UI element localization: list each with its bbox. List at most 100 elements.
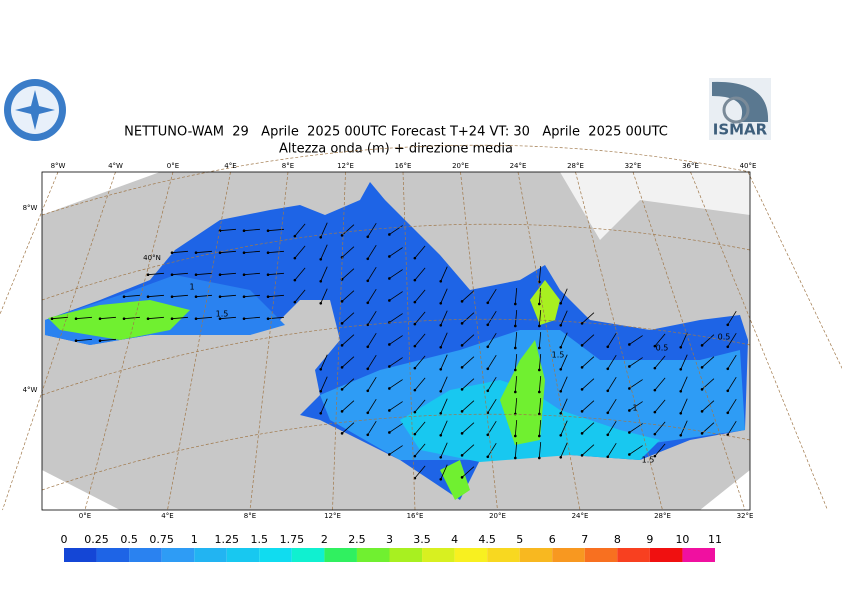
arrow-head [606,455,610,459]
arrow [389,357,403,367]
arrow [320,266,328,282]
lon-label-bottom: 12°E [324,512,341,520]
colorbar-box [682,548,715,562]
arrow-head [726,411,730,415]
arrow [581,422,595,434]
arrow-head [460,476,464,479]
arrow [341,334,355,346]
colorbar-box [324,548,357,562]
arrow [367,399,377,413]
arrow-head [679,390,683,393]
arrow [629,357,643,367]
arrow [440,354,448,370]
arrow-head [486,455,490,459]
arrow-head [388,255,391,258]
arrow-head [340,300,344,303]
arrow [629,445,643,455]
arrow-head [340,322,344,325]
colorbar-label: 1.75 [280,533,305,546]
arrow [440,398,448,414]
colorbar-label: 3.5 [413,533,431,546]
arrow-head [538,346,541,350]
colorbar-box [552,548,585,562]
colorbar-box [96,548,130,562]
arrow [701,334,715,346]
colorbar-box [291,548,325,562]
arrow [389,335,403,345]
colorbar-label: 0.5 [120,533,138,546]
lon-label-top: 32°E [625,162,642,170]
arrow-head [538,302,541,306]
arrow [219,228,237,232]
arrow [581,334,595,346]
meridian [249,171,289,511]
arrow [560,332,568,348]
arrow [701,356,715,368]
arrow [440,464,448,480]
arrow-head [653,410,657,414]
arrow [389,445,403,455]
arrow-head [559,302,563,305]
arrow [607,399,617,413]
colorbar-box [129,548,162,562]
arrow-head [628,409,631,412]
arrow [341,422,355,434]
lon-label-top: 16°E [395,162,412,170]
arrow-head [606,367,610,371]
colorbar-box [617,548,650,562]
arrow [341,400,355,412]
contour-label: 1.5 [552,351,565,360]
arrow-head [460,344,464,347]
arrow [581,312,595,324]
lon-label-bottom: 24°E [572,512,589,520]
colorbar-label: 1 [191,533,198,546]
arrow [414,377,426,391]
arrow [320,376,328,392]
arrow-head [218,251,222,254]
arrow-head [266,317,270,320]
arrow-head [319,280,323,283]
arrow-head [340,388,344,391]
arrow [367,311,377,325]
arrow-head [366,257,370,261]
arrow [607,333,617,347]
arrow-head [538,412,541,416]
arrow [219,316,237,320]
arrow-head [606,433,610,437]
meridian [167,171,231,511]
arrow [414,333,426,347]
arrow-head [413,388,417,392]
arrow [99,316,117,320]
arrow [654,443,666,457]
arrow-head [538,390,541,394]
arrow [367,355,377,369]
arrow [389,313,403,323]
arrow-head [653,432,657,436]
arrow-head [266,229,270,232]
arrow [538,375,542,393]
meridian [332,171,346,511]
arrow-head [514,456,517,460]
arrow-head [460,366,464,369]
contour-label: 0.5 [656,344,669,353]
lon-label-bottom: 16°E [407,512,424,520]
arrow-head [242,295,246,298]
arrow-head [242,251,246,254]
arrow-head [340,410,344,413]
arrow-head [50,317,54,320]
logo-right: ISMAR [709,78,771,140]
arrow-head [242,273,246,276]
arrow [680,420,688,436]
arrow-head [679,368,683,371]
lon-label-bottom: 20°E [489,512,506,520]
arrow [243,294,261,298]
arrow [538,397,542,415]
colorbar-label: 2.5 [348,533,366,546]
arrow-head [340,344,344,347]
colorbar-label: 11 [708,533,722,546]
arrow-head [122,317,126,320]
arrow [487,311,497,325]
lon-label-top: 28°E [567,162,584,170]
lon-label-bottom: 28°E [654,512,671,520]
arrow [680,376,688,392]
